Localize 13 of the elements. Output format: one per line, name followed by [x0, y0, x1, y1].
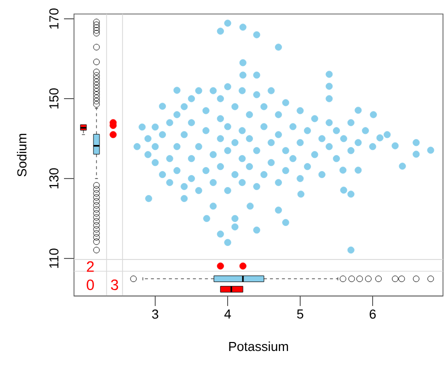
x-tick-label: 4: [224, 310, 231, 318]
y-tick-label: 130: [49, 168, 58, 188]
annotation: 2: [86, 261, 94, 272]
x-tick-label: 3: [152, 310, 158, 319]
y-tick-label: 110: [49, 248, 58, 268]
x-tick-label: 5: [297, 310, 304, 319]
x-axis-title: Potassium: [229, 342, 288, 352]
annotation: 0: [86, 279, 94, 290]
annotation: 3: [110, 279, 118, 290]
y-tick-label: 170: [49, 8, 58, 29]
x-tick-label: 6: [370, 310, 376, 319]
y-tick-label: 150: [49, 88, 58, 109]
y-axis-title: Sodium: [16, 134, 26, 176]
